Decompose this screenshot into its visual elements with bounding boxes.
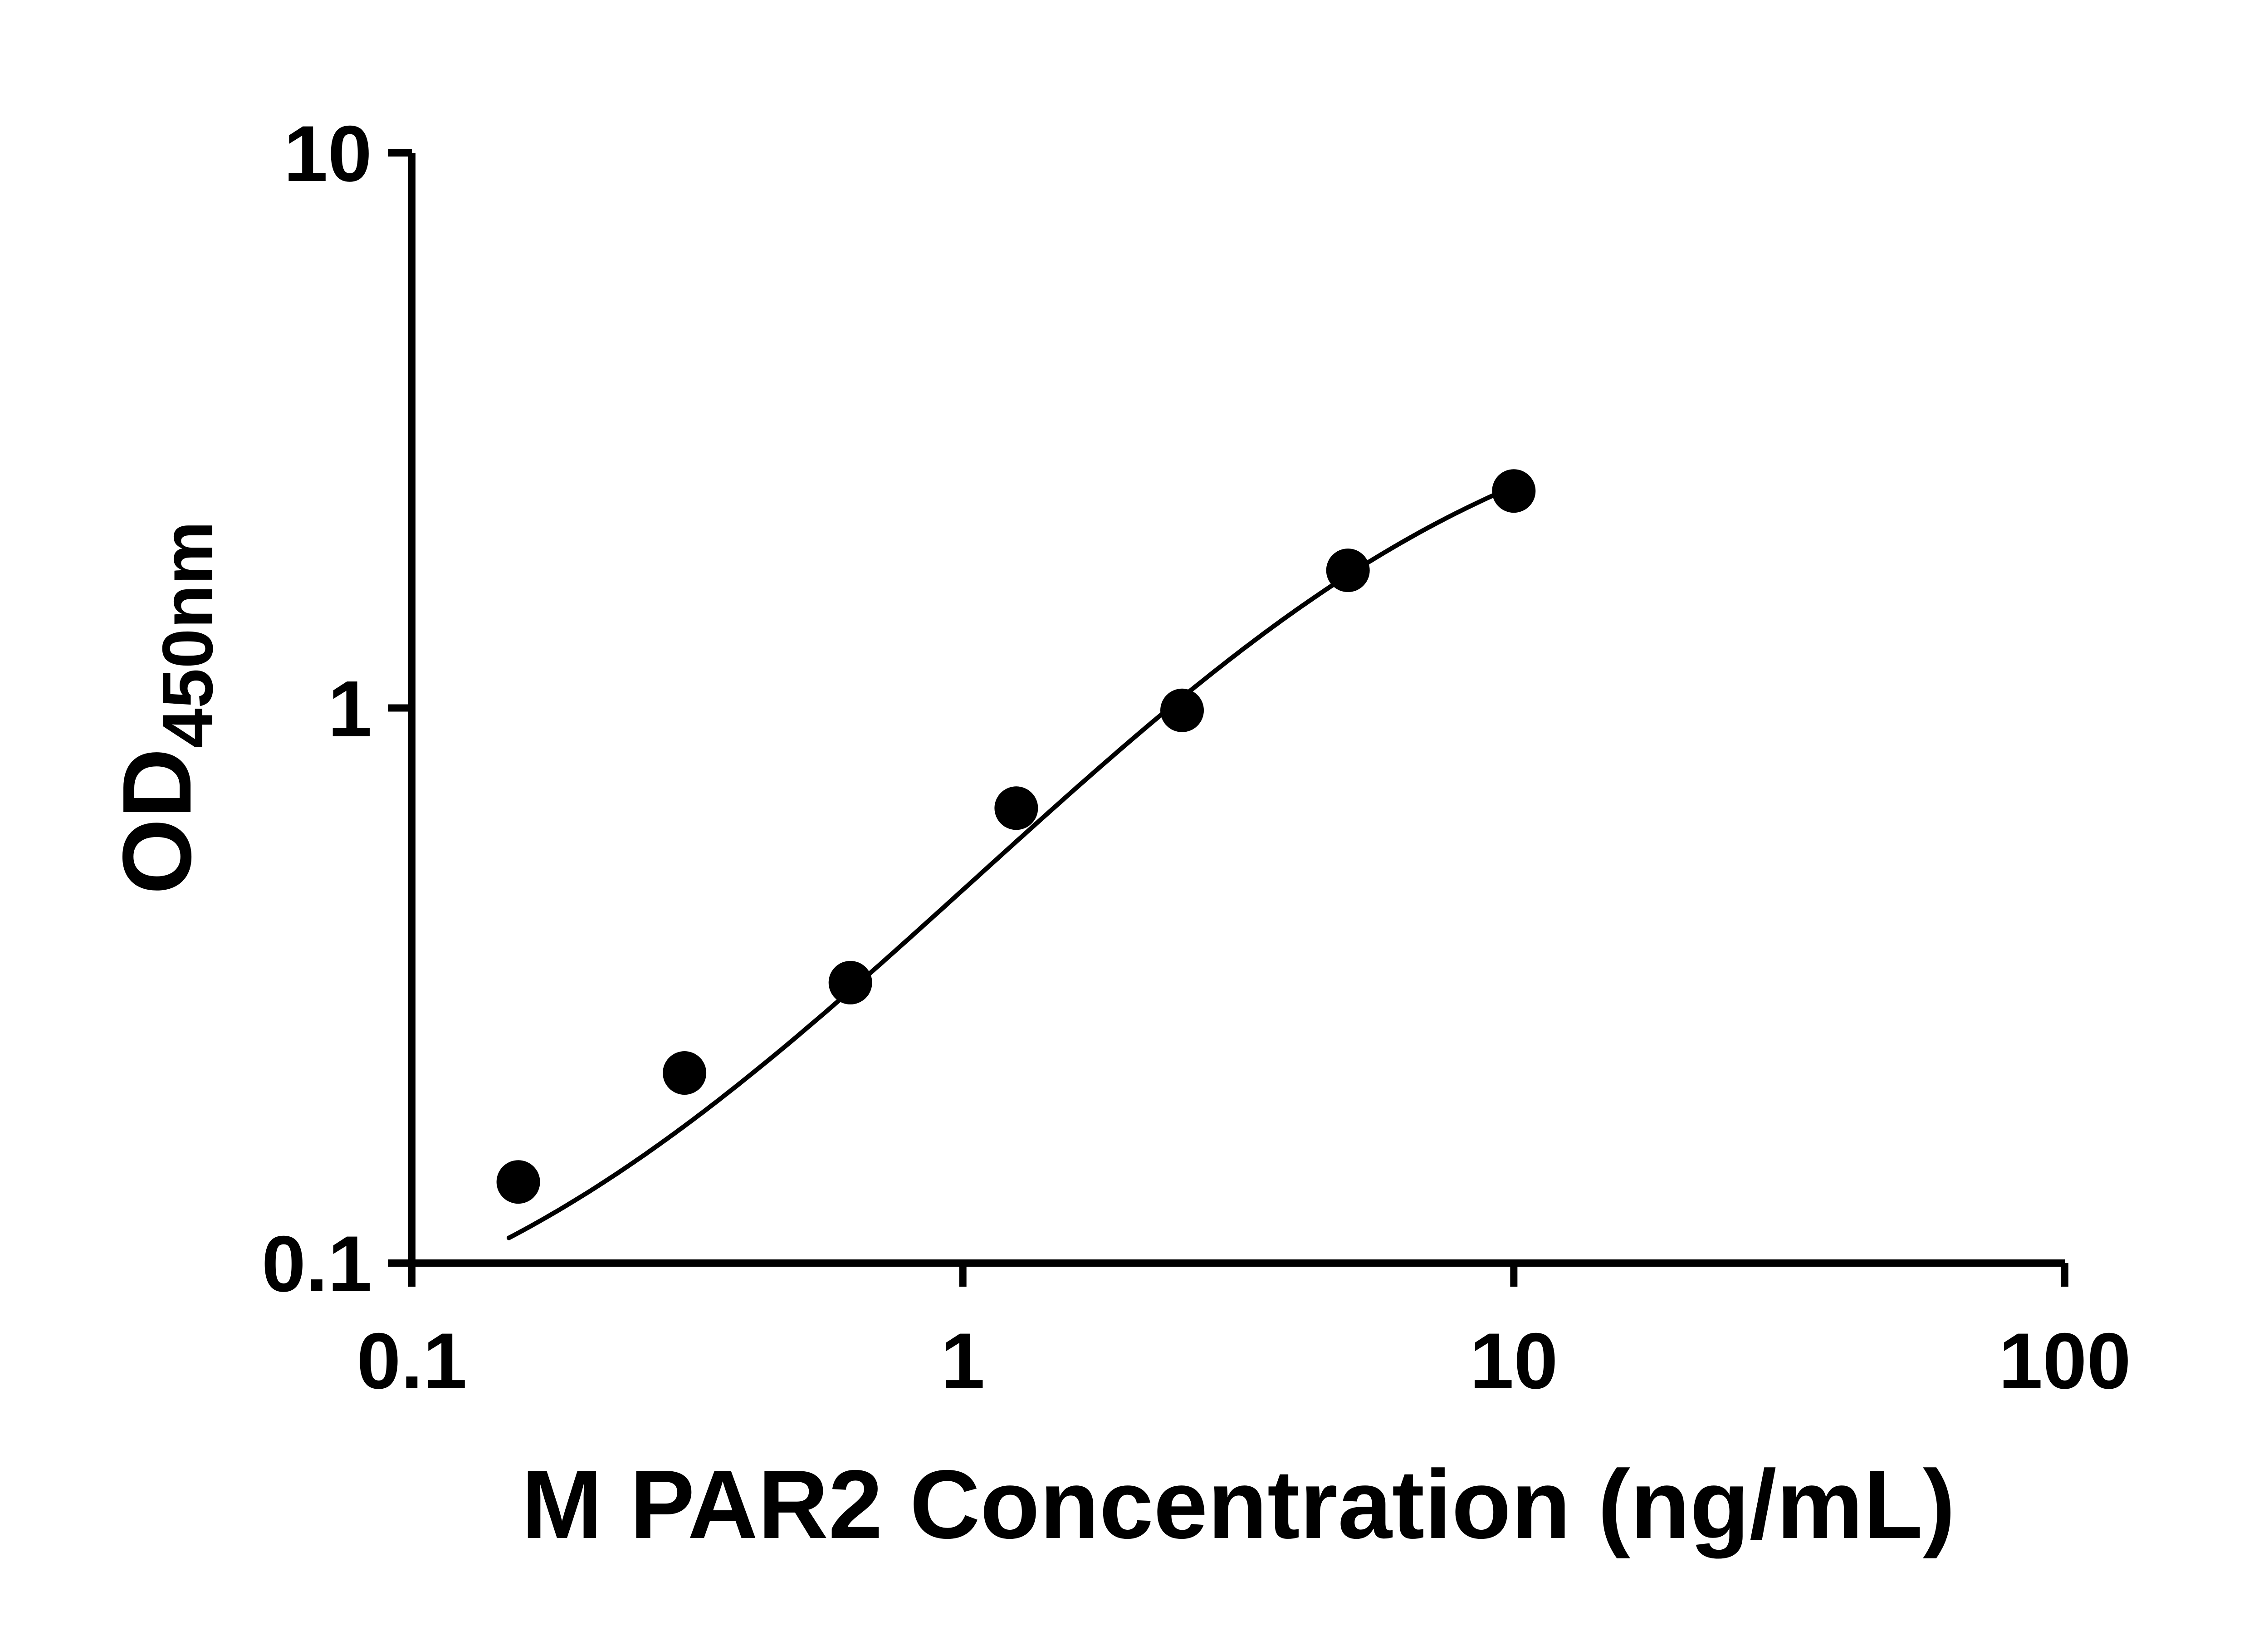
data-point <box>1492 469 1536 513</box>
x-tick-label: 10 <box>1470 1317 1558 1406</box>
data-point <box>1326 549 1370 593</box>
data-point <box>828 960 872 1004</box>
axes <box>408 153 2065 1267</box>
fit-curve <box>506 484 1516 1240</box>
y-tick-label: 10 <box>284 110 372 198</box>
y-axis-title-subscript: 450nm <box>148 521 228 748</box>
y-axis-title: OD450nm <box>102 521 228 894</box>
y-tick-label: 1 <box>328 665 372 754</box>
axis-ticks <box>388 149 2068 1287</box>
axis-lines <box>408 153 2065 1267</box>
axis-tick-labels: 0.1 1 10 100 0.1 1 10 <box>262 110 2131 1406</box>
y-tick-label: 0.1 <box>262 1220 372 1308</box>
data-point <box>496 1160 540 1204</box>
x-axis-title: M PAR2 Concentration (ng/mL) <box>521 1450 1955 1559</box>
data-point <box>1160 688 1204 732</box>
data-point <box>994 786 1038 830</box>
data-points <box>496 469 1536 1204</box>
data-point <box>663 1051 707 1095</box>
y-axis-title-main: OD <box>102 748 211 895</box>
x-tick-label: 0.1 <box>357 1317 467 1406</box>
x-tick-label: 1 <box>941 1317 985 1406</box>
x-tick-label: 100 <box>1999 1317 2131 1406</box>
fit-curve-path <box>506 484 1516 1240</box>
